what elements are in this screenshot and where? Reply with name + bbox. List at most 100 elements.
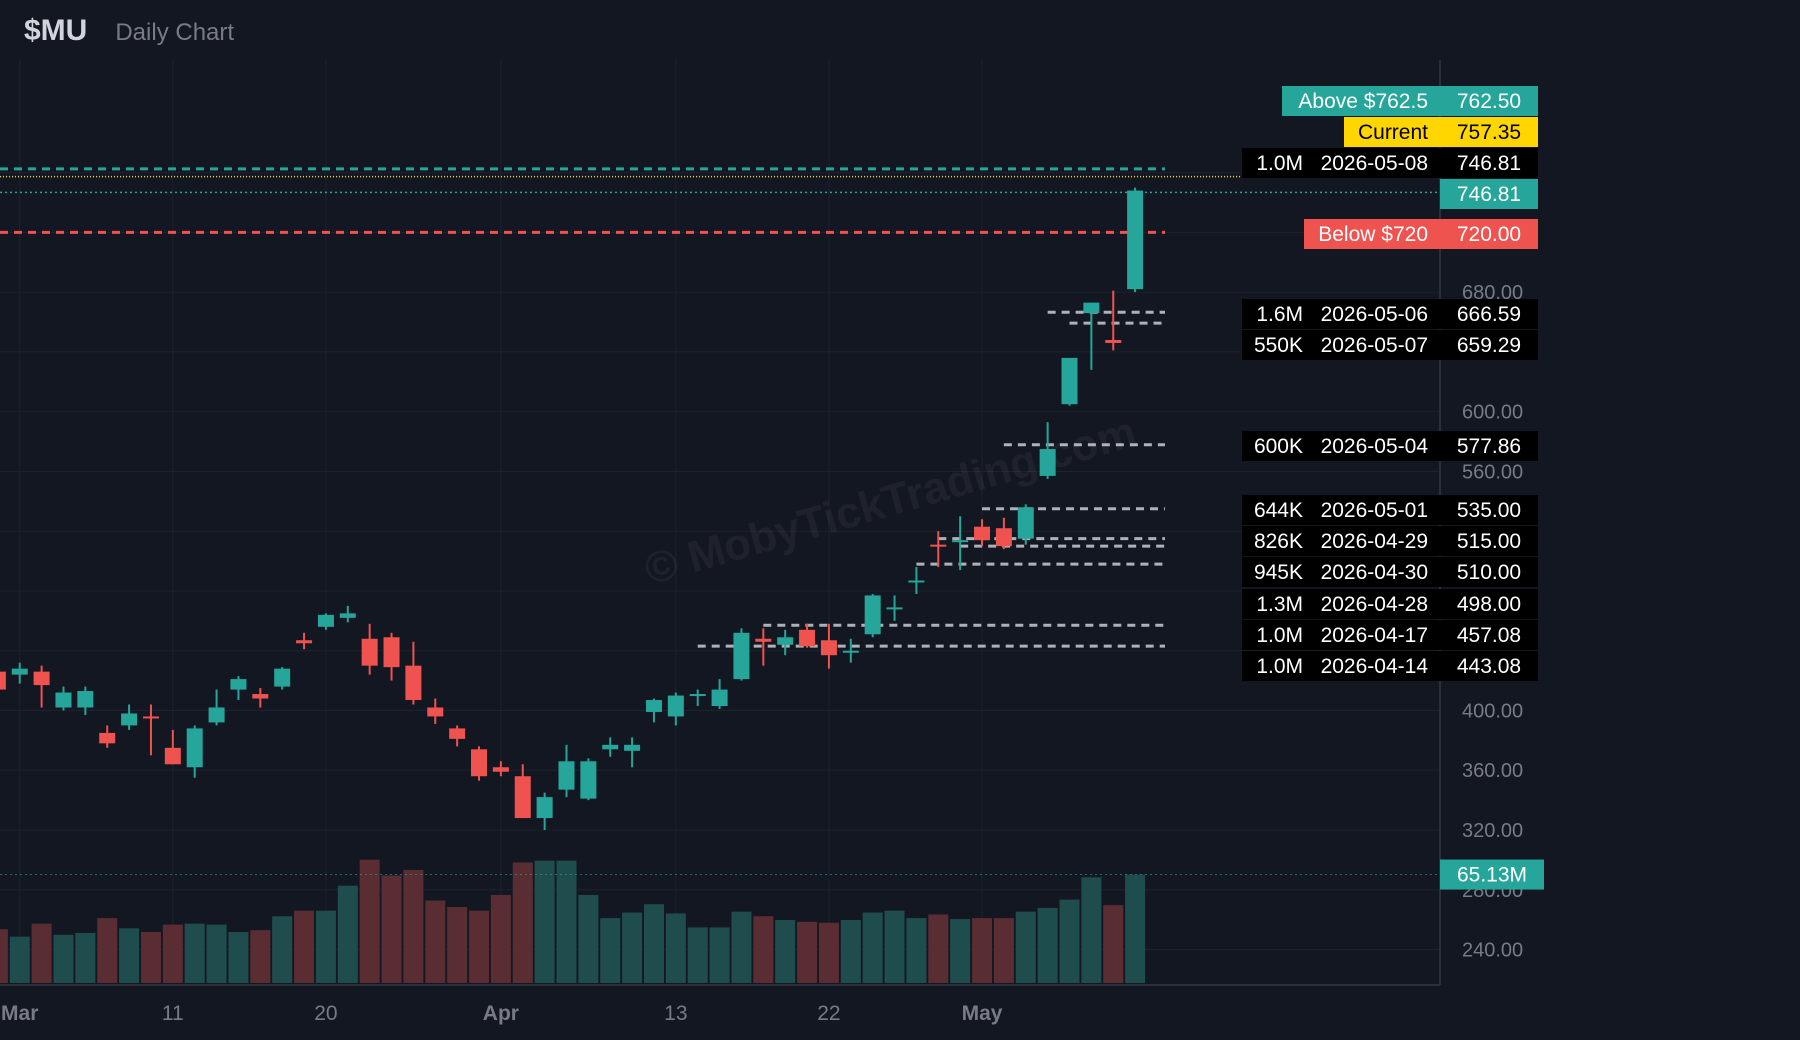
candle[interactable]: [317, 613, 334, 630]
candle[interactable]: [1083, 302, 1100, 370]
candle[interactable]: [667, 692, 684, 726]
candle[interactable]: [274, 667, 291, 690]
candle-body[interactable]: [11, 668, 28, 675]
candle[interactable]: [492, 761, 509, 777]
candle[interactable]: [427, 698, 444, 724]
candle[interactable]: [1017, 504, 1034, 545]
candle[interactable]: [952, 516, 969, 571]
candle[interactable]: [711, 679, 728, 709]
candle[interactable]: [449, 725, 466, 747]
candle-body[interactable]: [1039, 449, 1056, 476]
candle[interactable]: [1105, 290, 1122, 351]
candle[interactable]: [77, 686, 94, 715]
candle-body[interactable]: [952, 540, 969, 543]
candle[interactable]: [645, 698, 662, 723]
candle-body[interactable]: [164, 747, 181, 765]
candle[interactable]: [514, 764, 531, 819]
candle[interactable]: [383, 632, 400, 681]
candle-body[interactable]: [820, 640, 837, 656]
candle-body[interactable]: [864, 595, 881, 635]
candle-body[interactable]: [252, 694, 269, 699]
candle-body[interactable]: [1105, 339, 1122, 343]
candle-body[interactable]: [711, 689, 728, 706]
candle[interactable]: [0, 669, 6, 700]
candle-body[interactable]: [77, 691, 94, 708]
candle[interactable]: [624, 737, 641, 768]
candle[interactable]: [755, 628, 772, 666]
candle-body[interactable]: [1127, 190, 1144, 290]
candle-body[interactable]: [995, 528, 1012, 547]
candle[interactable]: [11, 662, 28, 684]
candle[interactable]: [777, 629, 794, 656]
candle[interactable]: [930, 531, 947, 568]
candle[interactable]: [602, 737, 619, 757]
candle-body[interactable]: [55, 692, 72, 708]
candle[interactable]: [33, 665, 50, 708]
candle-body[interactable]: [645, 700, 662, 712]
candles[interactable]: [0, 187, 1144, 830]
candle-body[interactable]: [667, 695, 684, 717]
candle[interactable]: [142, 704, 159, 756]
candle[interactable]: [230, 676, 247, 701]
candle[interactable]: [208, 689, 225, 726]
candle-body[interactable]: [186, 728, 203, 768]
candle[interactable]: [580, 758, 597, 801]
candle-body[interactable]: [99, 732, 116, 744]
candle[interactable]: [121, 704, 138, 730]
candle-body[interactable]: [33, 671, 50, 686]
candle-body[interactable]: [602, 744, 619, 750]
candle[interactable]: [99, 725, 116, 748]
candle-body[interactable]: [1017, 507, 1034, 539]
candle[interactable]: [55, 686, 72, 711]
candle-body[interactable]: [799, 629, 816, 647]
candle[interactable]: [864, 593, 881, 638]
candle[interactable]: [842, 638, 859, 663]
candle[interactable]: [1039, 422, 1056, 479]
candle[interactable]: [1127, 187, 1144, 293]
candle-body[interactable]: [471, 749, 488, 777]
candle[interactable]: [908, 567, 925, 594]
candle[interactable]: [1061, 357, 1078, 406]
candle[interactable]: [361, 623, 378, 675]
candle[interactable]: [974, 519, 991, 547]
candle-body[interactable]: [317, 614, 334, 627]
candle-body[interactable]: [842, 650, 859, 653]
candle-body[interactable]: [514, 776, 531, 819]
candle-body[interactable]: [361, 638, 378, 666]
candle-body[interactable]: [733, 632, 750, 680]
candle-body[interactable]: [974, 526, 991, 541]
time-axis[interactable]: Mar 11 20 Apr 13 22 May: [1, 1002, 1003, 1025]
candle-body[interactable]: [1061, 357, 1078, 405]
candle-body[interactable]: [492, 767, 509, 772]
candle-body[interactable]: [121, 713, 138, 726]
candle-body[interactable]: [0, 671, 6, 690]
candle[interactable]: [995, 517, 1012, 550]
candle-body[interactable]: [383, 637, 400, 668]
candle[interactable]: [339, 605, 356, 623]
candle-body[interactable]: [908, 580, 925, 583]
candle[interactable]: [471, 746, 488, 781]
candle-body[interactable]: [624, 744, 641, 751]
candle-body[interactable]: [755, 638, 772, 642]
candle-body[interactable]: [230, 679, 247, 690]
candle-body[interactable]: [339, 613, 356, 618]
candle-body[interactable]: [449, 728, 466, 739]
candle-body[interactable]: [427, 707, 444, 717]
candle[interactable]: [164, 729, 181, 765]
candle[interactable]: [799, 623, 816, 648]
candle[interactable]: [558, 744, 575, 798]
candle-body[interactable]: [1083, 302, 1100, 314]
candle-body[interactable]: [689, 694, 706, 697]
candle-body[interactable]: [886, 607, 903, 610]
candle[interactable]: [296, 632, 313, 650]
candle-body[interactable]: [208, 707, 225, 723]
candle[interactable]: [689, 689, 706, 706]
candle-body[interactable]: [274, 668, 291, 687]
candle-body[interactable]: [536, 797, 553, 819]
candle-body[interactable]: [558, 761, 575, 790]
candle[interactable]: [733, 628, 750, 681]
candle-body[interactable]: [296, 640, 313, 644]
candle[interactable]: [405, 641, 422, 705]
candle-body[interactable]: [142, 716, 159, 719]
